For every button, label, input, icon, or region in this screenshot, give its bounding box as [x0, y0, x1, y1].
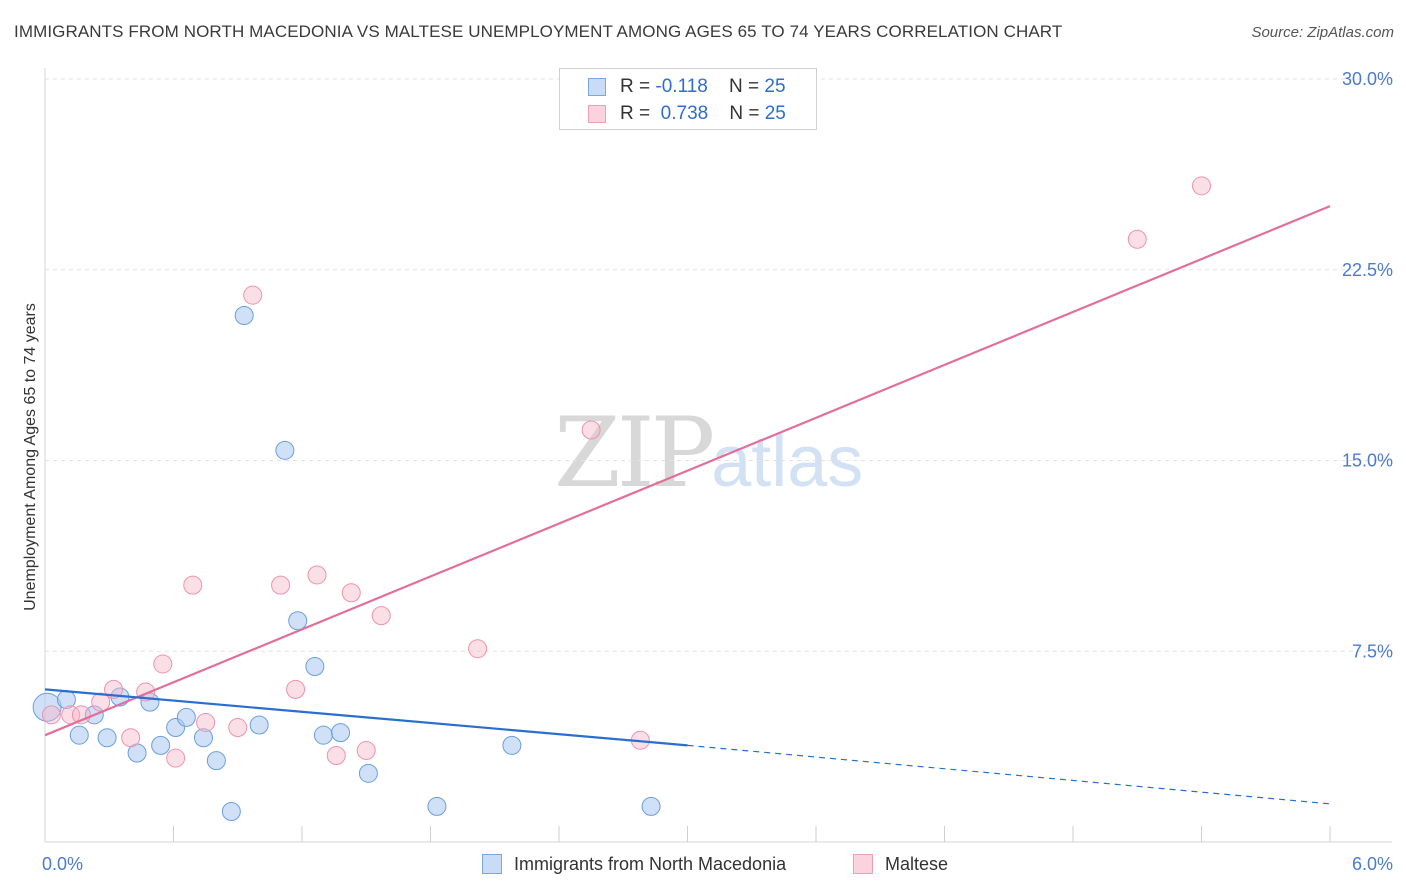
- point-maltese: [166, 748, 186, 768]
- bottom-legend-item-pink: Maltese: [853, 852, 948, 876]
- x-tick-label: 0.0%: [42, 854, 83, 874]
- legend-swatch-blue: [482, 854, 502, 874]
- point-north-macedonia: [69, 725, 89, 745]
- point-north-macedonia: [288, 611, 308, 631]
- legend-swatch-pink: [853, 854, 873, 874]
- legend-r-label: R =: [620, 76, 651, 97]
- legend-n-value: 25: [764, 76, 786, 97]
- trend-line-north-macedonia-extension: [687, 744, 1331, 805]
- watermark-zip: ZIP: [554, 397, 715, 509]
- point-north-macedonia: [249, 715, 269, 735]
- point-maltese: [243, 285, 263, 305]
- y-tick-label: 30.0%: [1342, 69, 1393, 89]
- point-maltese: [1127, 229, 1147, 249]
- point-north-macedonia: [358, 763, 378, 783]
- y-tick-label: 15.0%: [1342, 451, 1393, 471]
- bottom-legend-item-blue: Immigrants from North Macedonia: [482, 852, 786, 876]
- point-north-macedonia: [176, 707, 196, 727]
- point-north-macedonia: [331, 723, 351, 743]
- legend-swatch-pink: [588, 105, 606, 123]
- point-maltese: [581, 420, 601, 440]
- point-north-macedonia: [313, 725, 333, 745]
- point-maltese: [468, 639, 488, 659]
- legend-n-value: 25: [764, 103, 786, 124]
- legend-n-label: N =: [728, 76, 760, 97]
- trend-line-north-macedonia: [44, 688, 688, 747]
- series-pink-points: [41, 176, 1211, 768]
- tick-labels: 7.5% 15.0% 22.5% 30.0% 0.0% 6.0%: [42, 69, 1393, 874]
- point-maltese: [307, 565, 327, 585]
- watermark-atlas: atlas: [711, 422, 864, 502]
- point-maltese: [356, 740, 376, 760]
- trend-lines: [44, 205, 1331, 805]
- legend-r-value: 0.738: [660, 103, 709, 124]
- point-maltese: [341, 583, 361, 603]
- point-maltese: [41, 705, 61, 725]
- y-tick-label: 22.5%: [1342, 260, 1393, 280]
- legend-row-blue: R = -0.118 N = 25: [588, 75, 786, 99]
- point-north-macedonia: [427, 796, 447, 816]
- legend-label-pink: Maltese: [885, 853, 949, 874]
- legend-n-label: N =: [729, 103, 760, 124]
- point-north-macedonia: [305, 657, 325, 677]
- point-maltese: [286, 679, 306, 699]
- point-maltese: [196, 712, 216, 732]
- trend-line-maltese: [44, 205, 1331, 737]
- y-tick-label: 7.5%: [1352, 641, 1393, 661]
- point-north-macedonia: [206, 751, 226, 771]
- point-maltese: [1192, 176, 1211, 196]
- chart-title: IMMIGRANTS FROM NORTH MACEDONIA VS MALTE…: [14, 22, 1063, 41]
- point-maltese: [271, 575, 291, 595]
- point-north-macedonia: [502, 735, 522, 755]
- correlation-legend: R = -0.118 N = 25 R = 0.738 N = 25: [559, 68, 817, 130]
- point-north-macedonia: [193, 728, 213, 748]
- point-maltese: [326, 746, 346, 766]
- point-maltese: [371, 606, 391, 626]
- point-maltese: [153, 654, 173, 674]
- legend-label-blue: Immigrants from North Macedonia: [514, 853, 787, 874]
- point-maltese: [228, 718, 248, 738]
- x-tick-label: 6.0%: [1352, 854, 1393, 874]
- watermark: ZIPatlas: [554, 405, 863, 502]
- point-north-macedonia: [151, 735, 171, 755]
- legend-swatch-blue: [588, 78, 606, 96]
- point-maltese: [121, 728, 141, 748]
- gridlines: [45, 78, 1392, 652]
- point-north-macedonia: [221, 801, 241, 821]
- legend-row-pink: R = 0.738 N = 25: [588, 102, 786, 126]
- point-north-macedonia: [275, 440, 295, 460]
- point-maltese: [183, 575, 203, 595]
- point-north-macedonia: [234, 306, 254, 326]
- source-label: Source: ZipAtlas.com: [1251, 24, 1394, 41]
- point-north-macedonia: [97, 728, 117, 748]
- point-north-macedonia: [641, 796, 661, 816]
- legend-r-label: R =: [620, 103, 651, 124]
- legend-r-value: -0.118: [655, 76, 708, 97]
